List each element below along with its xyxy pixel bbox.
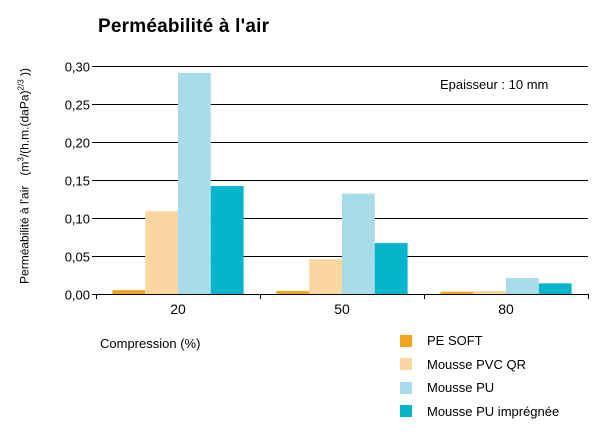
legend-swatch-pe-soft [400,334,412,347]
legend-item-mousse-pu-impregnee: Mousse PU imprégnée [400,400,559,424]
y-axis-label: Perméabilité à l'air (m3/(h.m.(daPa)2/3 … [16,68,32,284]
bar [506,278,539,294]
bar [538,283,572,294]
legend-item-mousse-pvc-qr: Mousse PVC QR [400,353,559,377]
legend: PE SOFT Mousse PVC QR Mousse PU Mousse P… [400,329,559,423]
legend-label-pe-soft: PE SOFT [427,333,483,349]
y-tick-label: 0,10 [65,212,90,227]
bar [210,186,244,294]
chart-title: Perméabilité à l'air [98,16,270,37]
x-axis-label: Compression (%) [100,336,201,351]
bar [374,243,408,294]
thickness-annotation: Epaisseur : 10 mm [440,77,549,92]
legend-swatch-mousse-pu-impregnee [400,405,412,418]
y-tick-label: 0,20 [65,136,90,151]
legend-label-mousse-pu-impregnee: Mousse PU imprégnée [427,403,560,419]
y-tick-label: 0,15 [65,174,90,189]
legend-item-mousse-pu: Mousse PU [400,376,559,400]
bar [276,290,310,294]
y-tick-label: 0,00 [65,288,90,303]
bar [145,211,178,294]
x-tick-label: 20 [170,301,186,317]
bar [440,291,474,294]
legend-item-pe-soft: PE SOFT [400,329,559,353]
y-tick-label: 0,25 [65,98,90,113]
x-tick-label: 80 [498,301,514,317]
y-tick-label: 0,05 [65,250,90,265]
bar [309,259,342,294]
x-tick-label: 50 [334,301,350,317]
bar [473,290,506,294]
legend-swatch-mousse-pu [400,381,412,394]
legend-label-mousse-pvc-qr: Mousse PVC QR [427,356,526,372]
legend-label-mousse-pu: Mousse PU [427,380,495,396]
legend-swatch-mousse-pvc-qr [400,358,412,371]
y-tick-label: 0,30 [65,60,90,75]
bar [342,193,375,294]
bar [112,290,146,294]
bar [178,72,211,294]
